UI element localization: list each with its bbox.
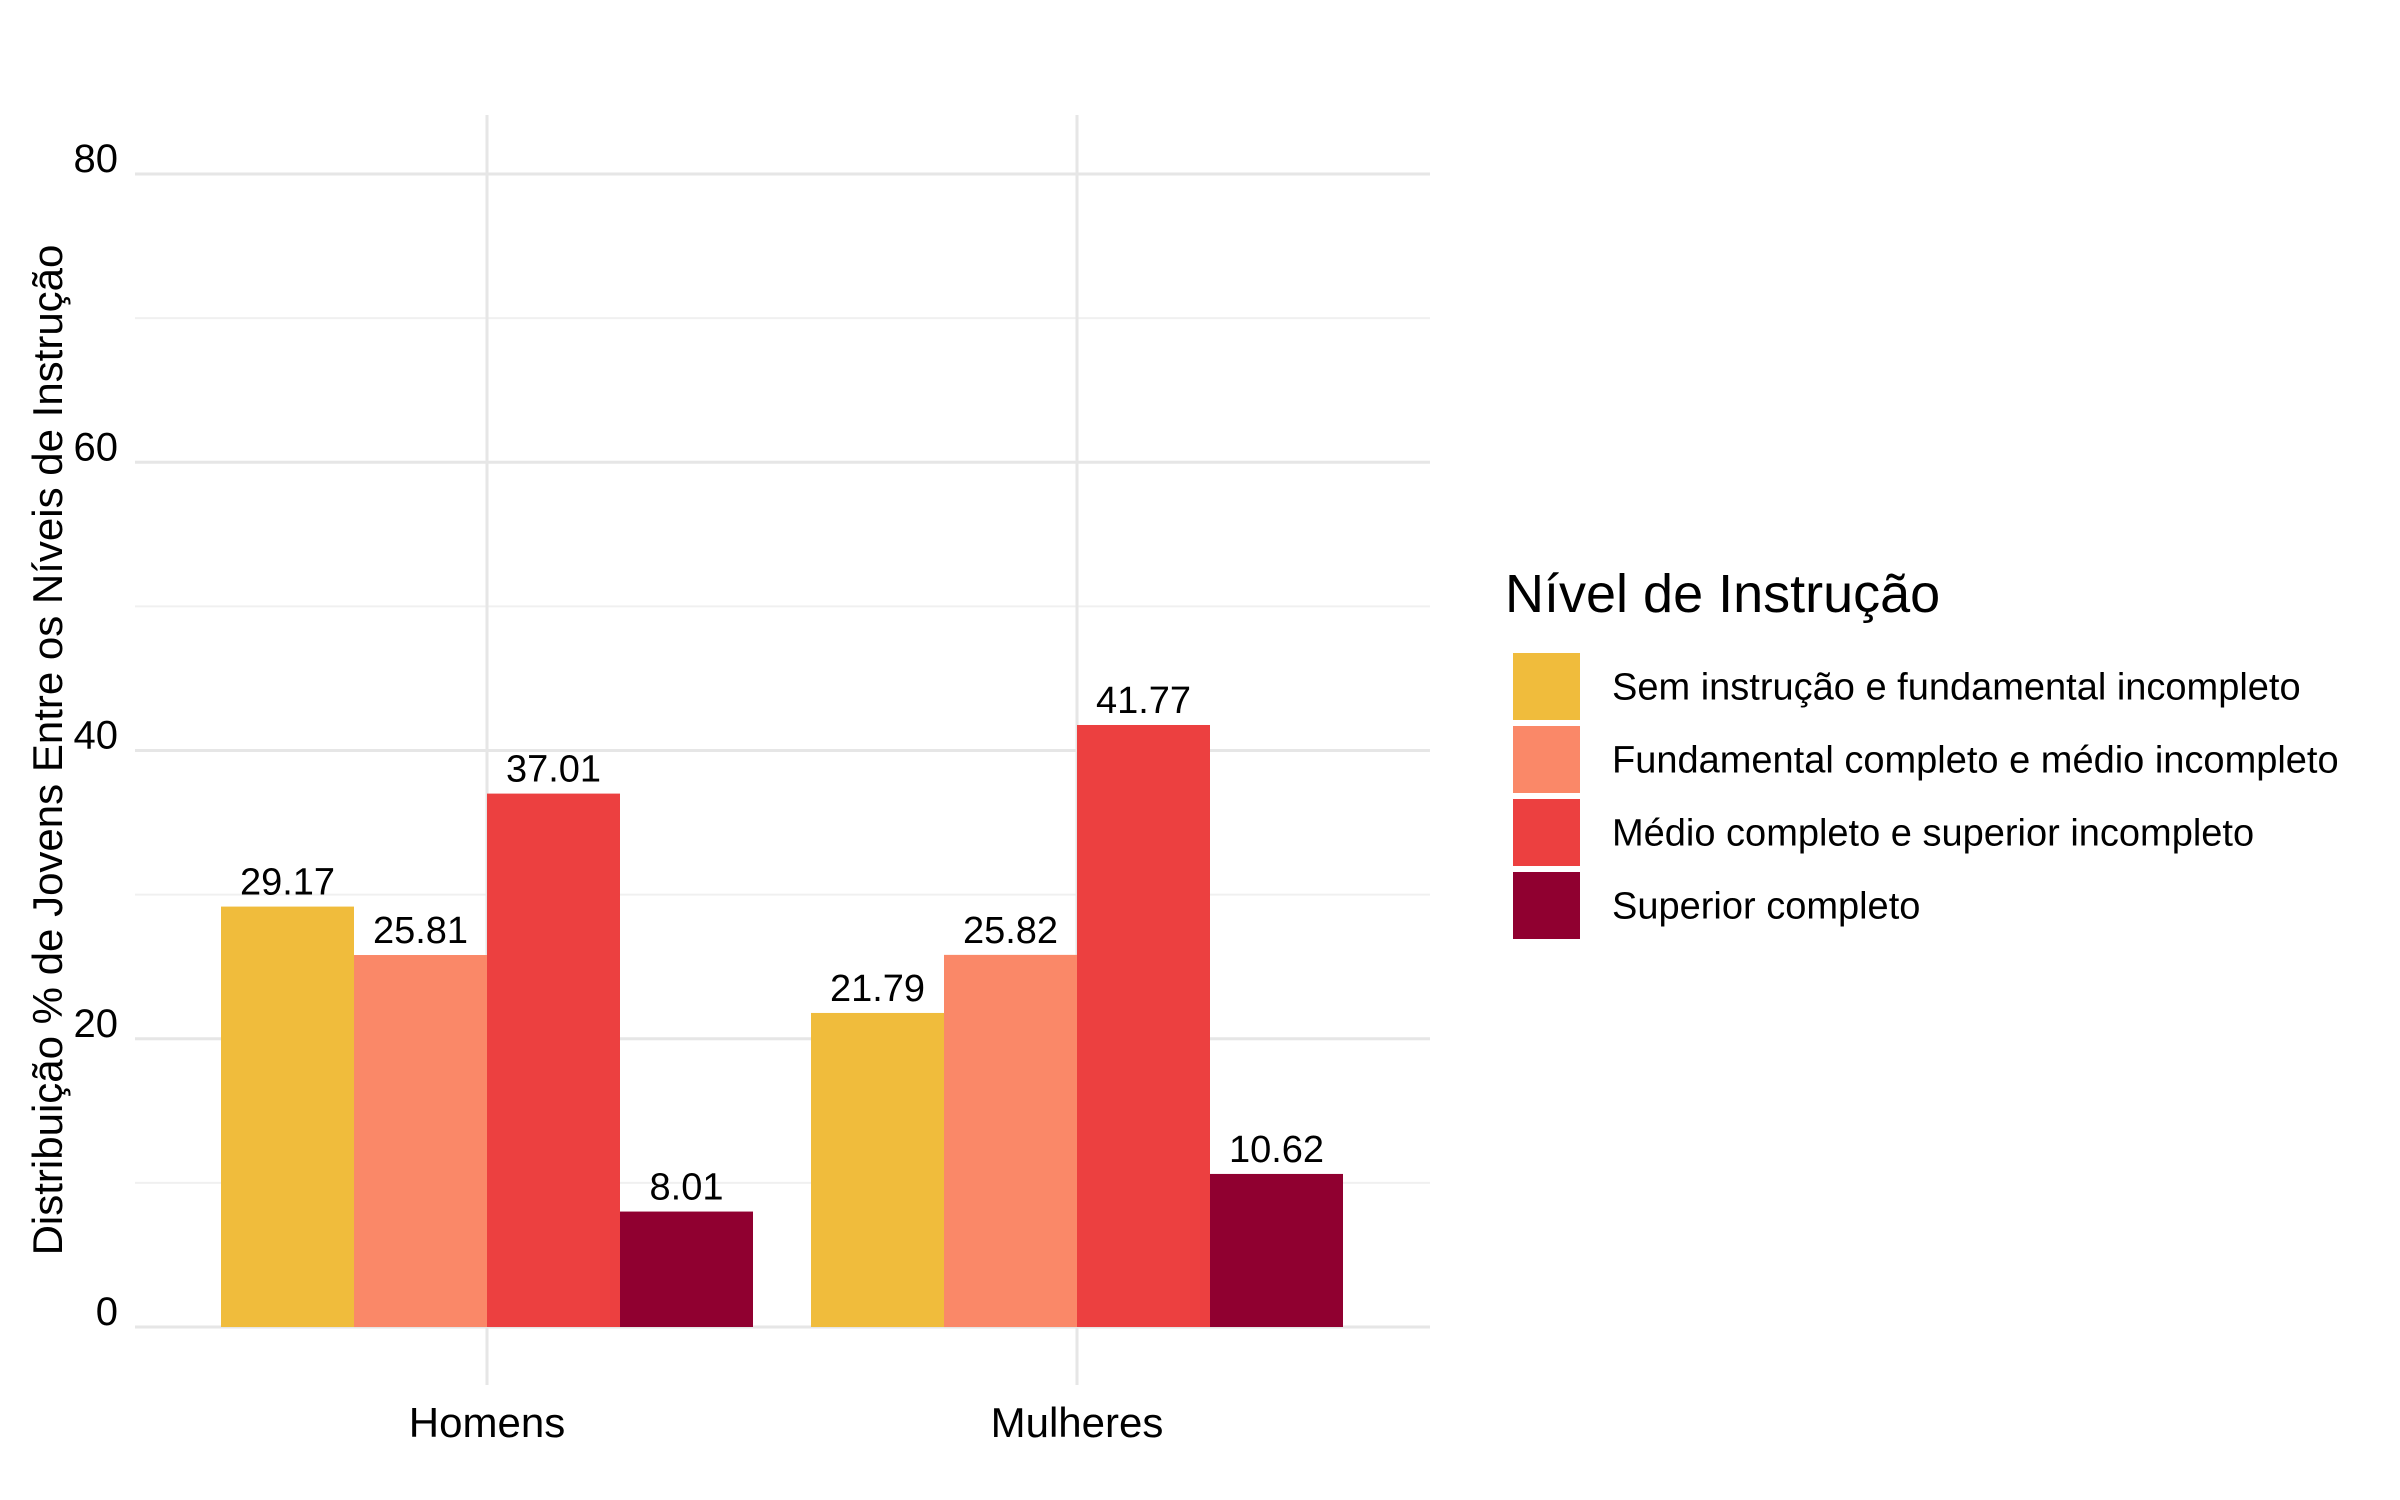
legend-title: Nível de Instrução [1505,564,1940,624]
data-label: 21.79 [830,968,925,1010]
legend-key [1513,726,1580,793]
bar [944,954,1077,1327]
bar [221,906,354,1327]
data-label: 37.01 [506,749,601,791]
x-tick-label: Mulheres [991,1399,1164,1446]
y-axis-title: Distribuição % de Jovens Entre os Níveis… [24,245,71,1256]
bar [1077,724,1210,1327]
y-tick-label: 0 [96,1290,118,1334]
legend-label: Fundamental completo e médio incompleto [1612,740,2339,782]
legend-key [1513,653,1580,720]
data-label: 25.82 [963,910,1058,952]
bar [487,793,620,1327]
bar [354,955,487,1327]
data-label: 8.01 [650,1167,724,1209]
x-axis-ticks: Homens Mulheres [409,1399,1164,1446]
y-tick-label: 80 [74,137,119,181]
data-label: 29.17 [240,862,335,904]
y-tick-label: 20 [74,1002,119,1046]
data-label: 25.81 [373,910,468,952]
bar [1210,1173,1343,1327]
legend-key [1513,799,1580,866]
legend-key [1513,872,1580,939]
x-tick-label: Homens [409,1399,565,1446]
legend: Nível de Instrução Sem instrução e funda… [1505,564,2339,939]
y-axis-ticks: 0 20 40 60 80 [74,137,119,1334]
legend-label: Superior completo [1612,886,1920,928]
y-tick-label: 60 [74,425,119,469]
bar [620,1211,753,1327]
bars [221,724,1343,1327]
bar [811,1012,944,1327]
data-label: 41.77 [1096,680,1191,722]
legend-label: Médio completo e superior incompleto [1612,813,2254,855]
legend-label: Sem instrução e fundamental incompleto [1612,667,2301,709]
data-label: 10.62 [1229,1129,1324,1171]
data-labels: 29.17 21.79 25.81 25.82 37.01 41.77 8.01 10.62 [240,680,1324,1209]
y-tick-label: 40 [74,714,119,758]
